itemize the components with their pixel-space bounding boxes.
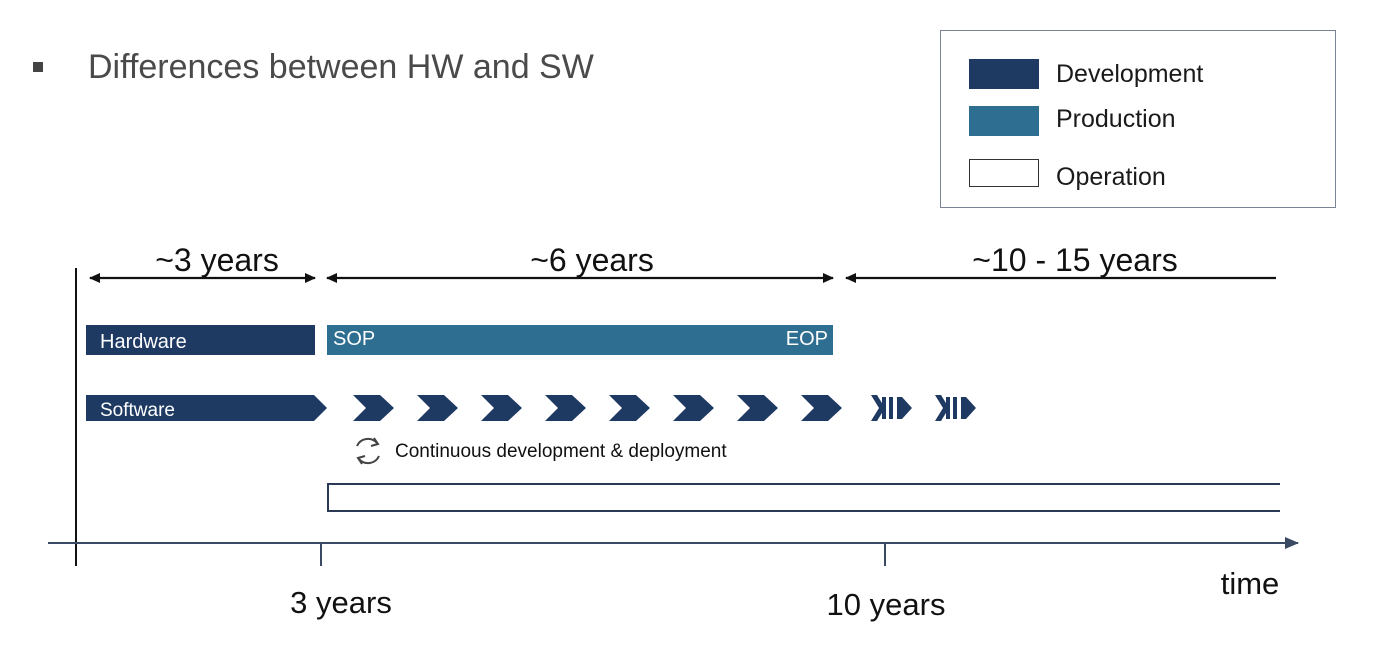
legend: Development Production Operation: [940, 30, 1336, 208]
legend-label-development: Development: [1056, 60, 1204, 88]
chevron-icon: [737, 395, 778, 421]
bullet-marker: [33, 62, 43, 72]
chevron-icon: [417, 395, 458, 421]
axis-label-time: time: [1221, 566, 1280, 601]
legend-label-operation: Operation: [1056, 163, 1166, 191]
hardware-label: Hardware: [100, 331, 187, 353]
continuous-deployment-label: Continuous development & deployment: [395, 441, 727, 462]
chevron-icon: [801, 395, 842, 421]
chevron-icon: [545, 395, 586, 421]
tick-label-10-years: 10 years: [827, 587, 946, 622]
hardware-production-bar: [327, 325, 833, 355]
operation-bar: [327, 483, 1280, 512]
sop-label: SOP: [333, 328, 375, 350]
chevron-icon: [673, 395, 714, 421]
fading-chevrons: [871, 395, 976, 421]
chevron-sequence: [353, 395, 842, 421]
software-development-arrow: [86, 395, 327, 421]
legend-swatch-production: [969, 106, 1039, 136]
span-label-10-15-years: ~10 - 15 years: [972, 242, 1177, 278]
chevron-icon: [353, 395, 394, 421]
eop-label: EOP: [786, 328, 828, 350]
span-label-6-years: ~6 years: [530, 242, 654, 278]
span-label-3-years: ~3 years: [155, 242, 279, 278]
slide-title: Differences between HW and SW: [88, 48, 594, 86]
chevron-icon: [609, 395, 650, 421]
software-label: Software: [100, 400, 175, 421]
legend-swatch-operation: [969, 159, 1039, 187]
legend-swatch-development: [969, 59, 1039, 89]
legend-label-production: Production: [1056, 105, 1176, 133]
hardware-development-bar: [86, 325, 315, 355]
chevron-icon: [481, 395, 522, 421]
tick-label-3-years: 3 years: [290, 585, 392, 620]
refresh-icon: [356, 437, 380, 465]
